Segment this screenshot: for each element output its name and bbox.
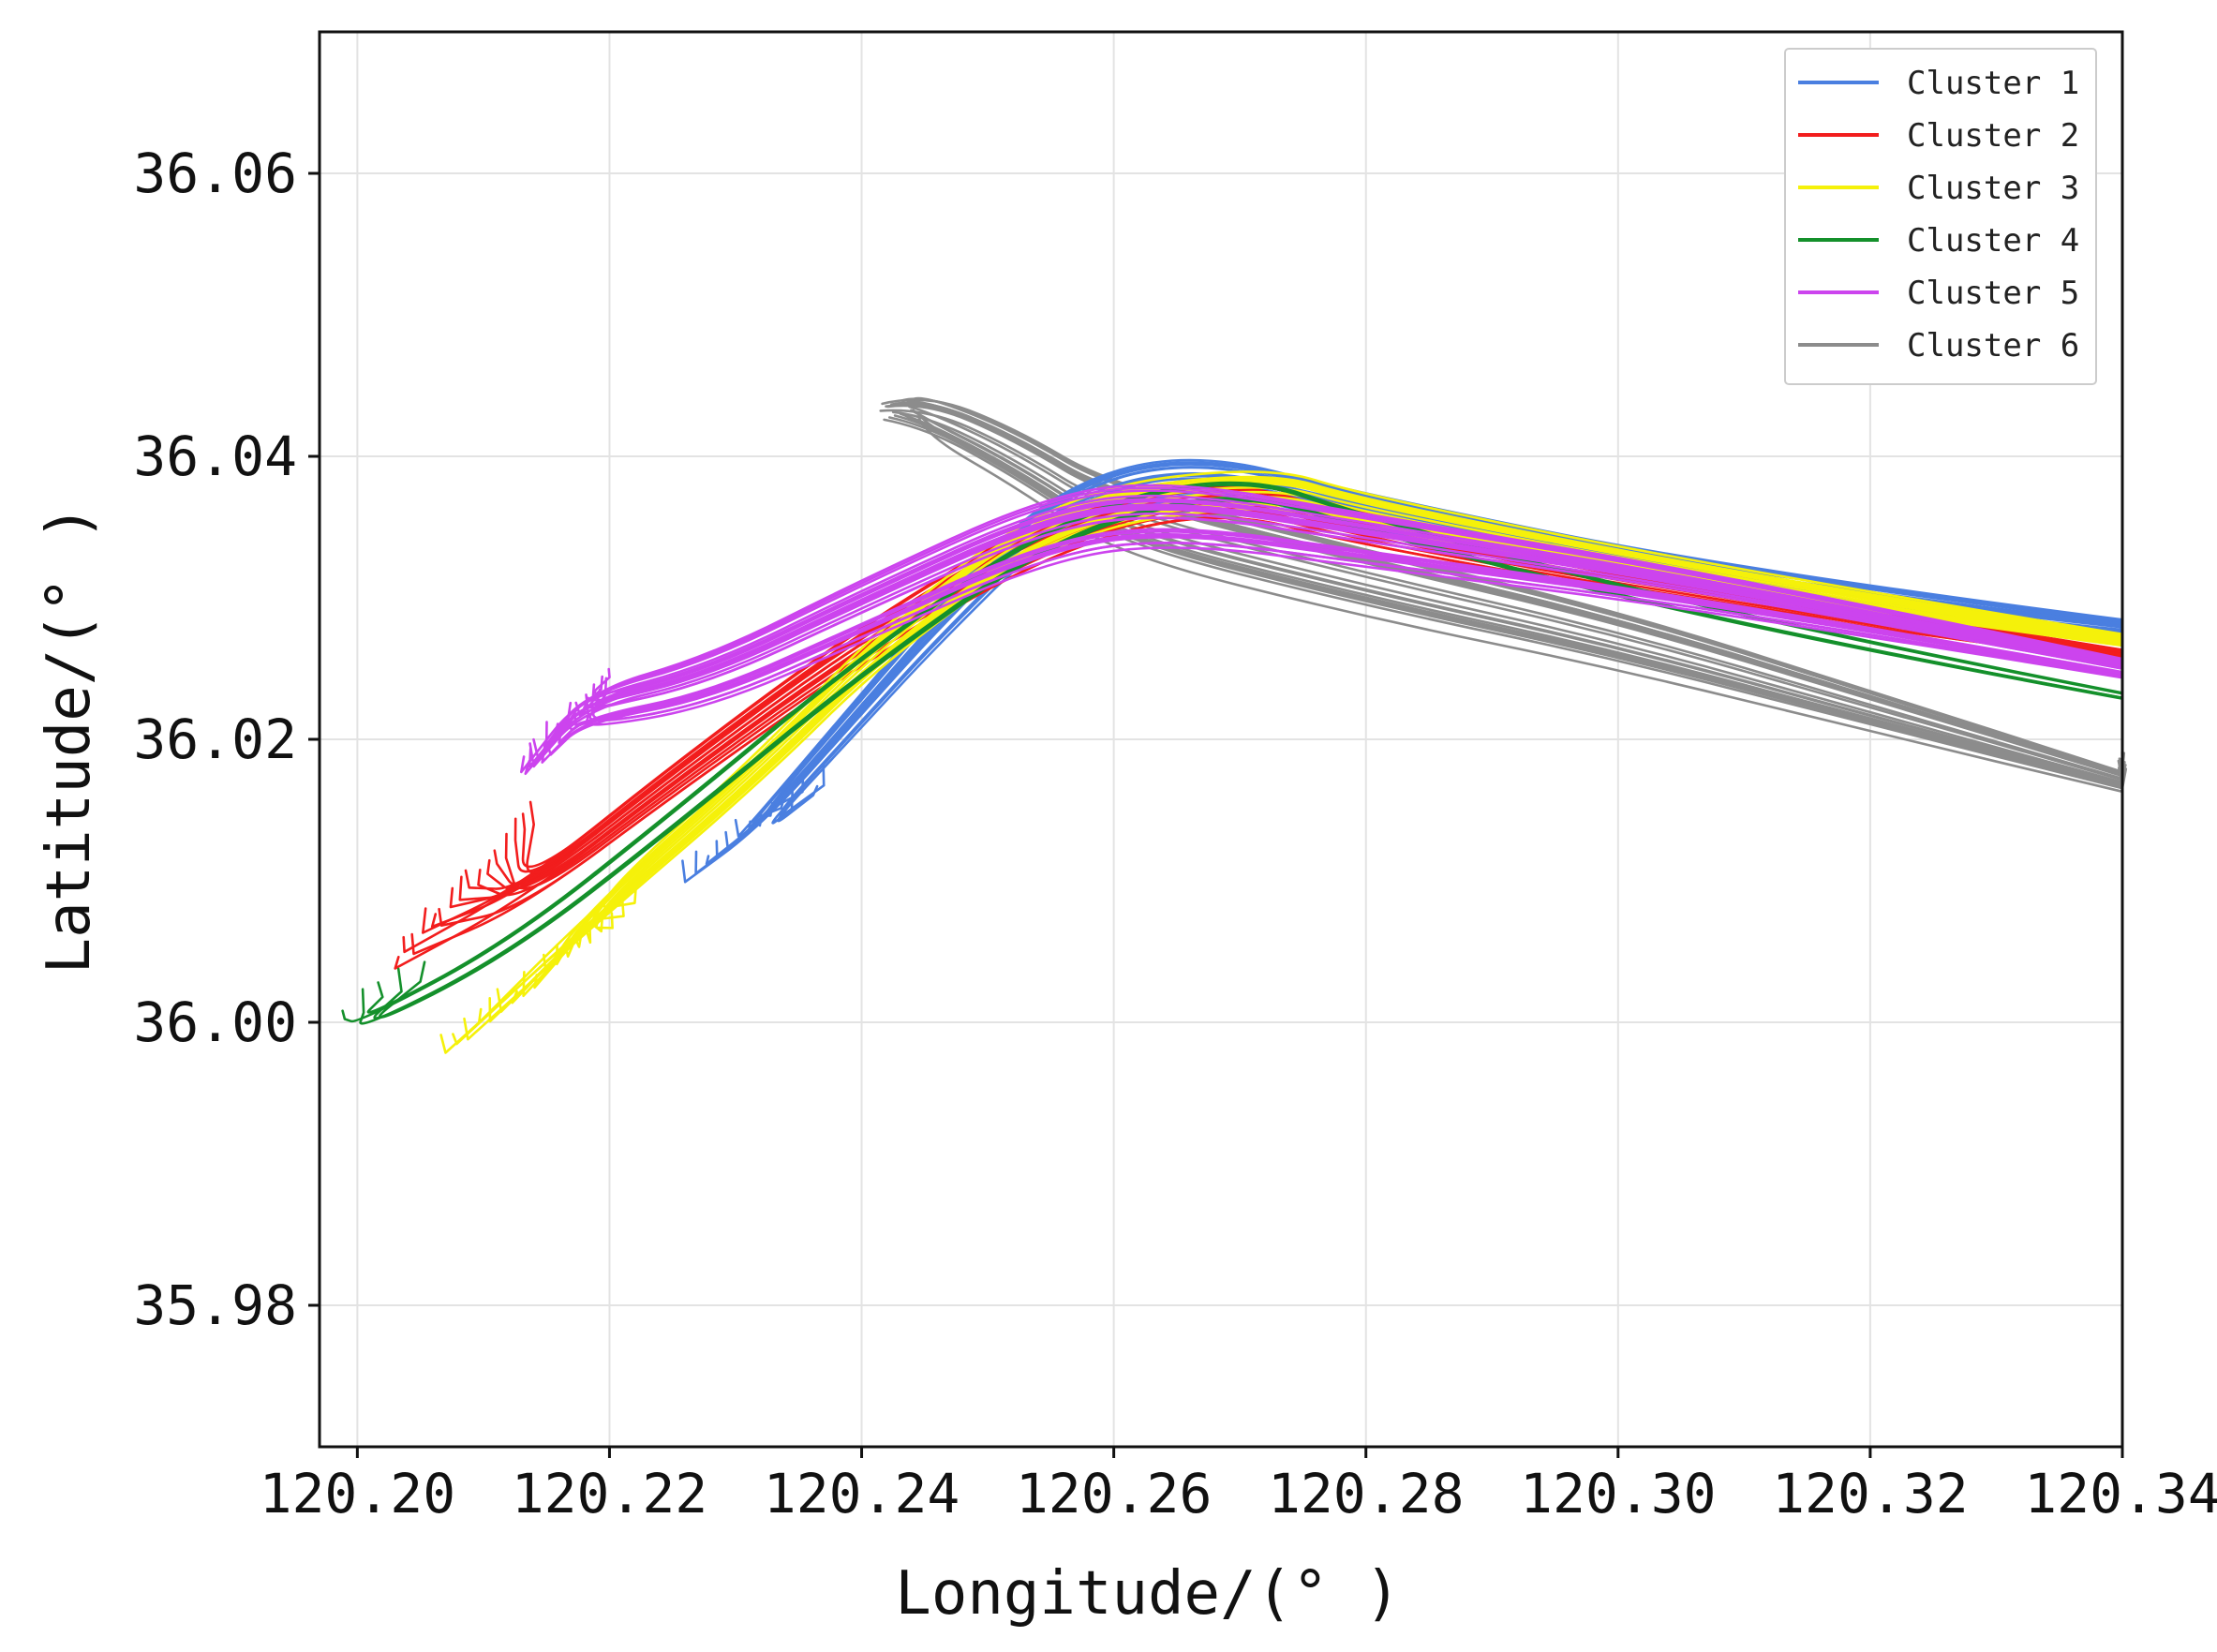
y-tick-label: 36.06 [133, 141, 297, 205]
trajectory-line [899, 412, 2124, 787]
trajectory-line [532, 499, 2124, 760]
trajectory-line [585, 546, 2124, 726]
legend-box [1784, 48, 2097, 385]
trajectory-line [566, 494, 2124, 725]
trajectory-line [590, 481, 2124, 933]
legend-label: Cluster 6 [1907, 327, 2079, 365]
trajectory-line [528, 512, 2124, 768]
trajectory-line [591, 541, 2124, 722]
y-tick-label: 36.02 [133, 707, 297, 771]
legend-label: Cluster 3 [1907, 170, 2079, 207]
trajectory-line [553, 489, 2124, 737]
y-tick-label: 35.98 [133, 1273, 297, 1337]
trajectory-line [908, 405, 2124, 781]
legend: Cluster 1 Cluster 2 Cluster 3 Cluster 4 Clus… [1784, 48, 2097, 385]
trajectory-line [912, 409, 2124, 786]
trajectory-line [879, 409, 2124, 781]
trajectory-line [573, 533, 2124, 727]
trajectory-line [541, 529, 2124, 764]
x-axis-title: Longitude/(° ) [895, 1559, 1400, 1629]
x-tick-label: 120.20 [260, 1462, 456, 1525]
series-cluster-5 [520, 484, 2124, 775]
trajectory-line [477, 507, 2124, 897]
x-tick-label: 120.26 [1016, 1462, 1213, 1525]
x-tick-label: 120.32 [1772, 1462, 1969, 1525]
y-tick-label: 36.00 [133, 990, 297, 1054]
trajectory-line [587, 516, 2124, 709]
trajectory-line [774, 463, 2124, 807]
x-axis: 120.20 120.22 120.24 120.26 120.28 120.30 120.… [260, 1447, 2217, 1525]
legend-label: Cluster 1 [1907, 65, 2079, 102]
series-layer [341, 396, 2128, 1054]
trajectory-line [520, 484, 2124, 774]
trajectory-line [902, 413, 2124, 789]
trajectory-line [544, 486, 2124, 746]
trajectory-line [916, 415, 2124, 794]
y-axis-title: Latitude/(° ) [35, 505, 104, 975]
y-tick-label: 36.04 [133, 424, 297, 488]
x-tick-label: 120.24 [764, 1462, 960, 1525]
trajectory-line [341, 484, 2124, 1023]
trajectory-line [891, 410, 2126, 784]
legend-label: Cluster 2 [1907, 117, 2079, 155]
x-tick-label: 120.34 [2024, 1462, 2217, 1525]
trajectory-line [558, 528, 2124, 744]
trajectory-line [590, 507, 2124, 702]
trajectory-line [883, 418, 2128, 790]
legend-label: Cluster 4 [1907, 222, 2079, 260]
trajectory-line [593, 498, 2124, 695]
legend-label: Cluster 5 [1907, 275, 2079, 312]
x-tick-label: 120.28 [1268, 1462, 1465, 1525]
x-tick-label: 120.22 [512, 1462, 708, 1525]
x-tick-label: 120.30 [1520, 1462, 1717, 1525]
trajectory-line [915, 410, 2124, 788]
trajectory-line [561, 503, 2124, 733]
series-cluster-6 [879, 396, 2128, 794]
y-axis: 35.98 36.00 36.02 36.04 36.06 [133, 141, 320, 1337]
